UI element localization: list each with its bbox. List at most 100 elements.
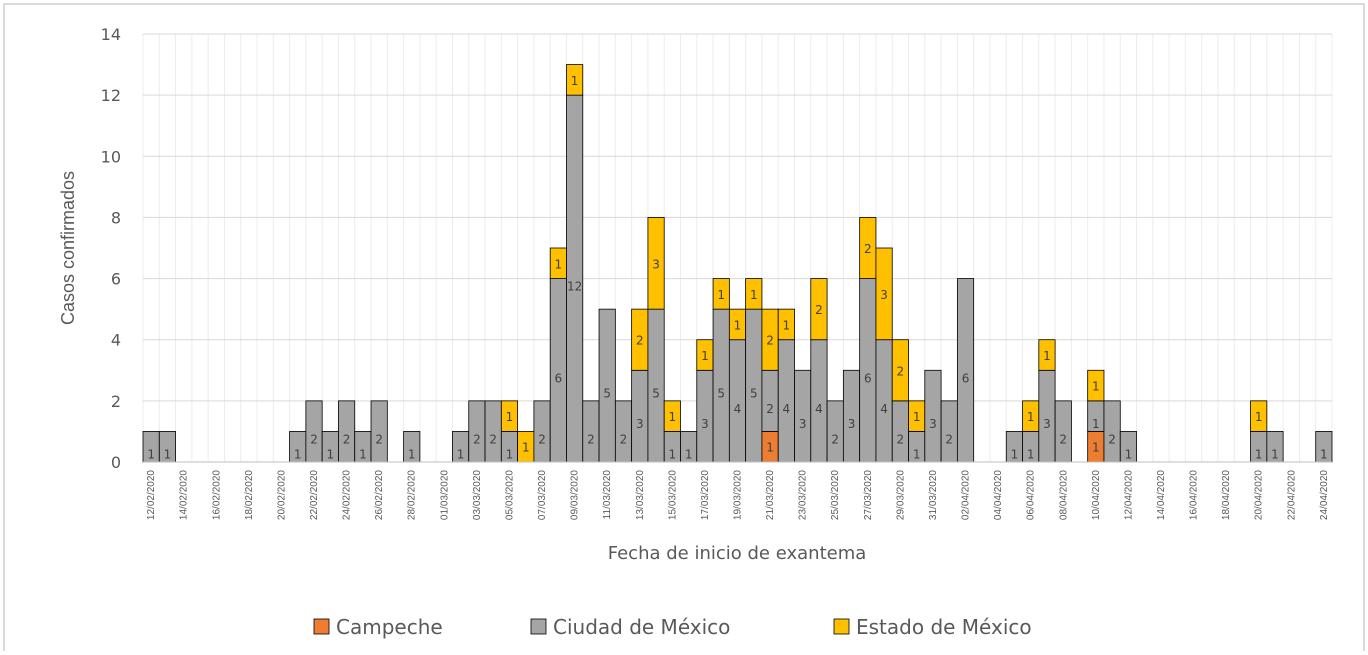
- bar-segment: [1038, 369, 1056, 463]
- data-label: 2: [897, 432, 905, 446]
- bar-segment: [940, 400, 958, 463]
- bar-segment: [924, 369, 942, 463]
- data-label: 1: [326, 448, 334, 462]
- data-label: 12: [567, 280, 582, 294]
- data-label: 1: [506, 410, 514, 424]
- data-label: 1: [408, 448, 416, 462]
- bar-segment: [810, 278, 828, 341]
- bar-segment: [484, 400, 502, 463]
- bar-segment: [696, 369, 714, 463]
- x-tick-label: 15/03/2020: [667, 470, 678, 520]
- bar-segment: [1250, 400, 1268, 432]
- data-label: 2: [587, 432, 595, 446]
- bar-segment: [598, 308, 616, 463]
- data-label: 1: [1092, 441, 1100, 455]
- x-tick-label: 14/02/2020: [179, 470, 190, 520]
- data-label: 2: [831, 432, 839, 446]
- bar-segment: [614, 400, 633, 463]
- data-label: 1: [522, 441, 530, 455]
- x-tick-label: 03/03/2020: [472, 470, 483, 520]
- data-label: 2: [766, 334, 774, 348]
- x-tick-label: 27/03/2020: [863, 470, 874, 520]
- data-label: 2: [945, 432, 953, 446]
- x-tick-label: 04/04/2020: [993, 470, 1004, 520]
- data-label: 1: [766, 441, 774, 455]
- x-tick-label: 23/03/2020: [798, 470, 809, 520]
- data-label: 1: [147, 448, 155, 462]
- x-tick-label: 22/02/2020: [309, 470, 320, 520]
- data-label: 2: [473, 432, 481, 446]
- data-label: 1: [1125, 448, 1133, 462]
- data-label: 3: [701, 417, 709, 431]
- bar-segment: [810, 339, 828, 463]
- data-label: 1: [1027, 448, 1035, 462]
- bar-segment: [566, 64, 584, 96]
- x-tick-label: 19/03/2020: [733, 470, 744, 520]
- data-label: 1: [164, 448, 172, 462]
- x-tick-label: 10/04/2020: [1091, 470, 1102, 520]
- x-tick-label: 16/04/2020: [1189, 470, 1200, 520]
- x-tick-label: 05/03/2020: [504, 470, 515, 520]
- bar-segment: [533, 400, 551, 463]
- legend-label: Ciudad de México: [553, 615, 730, 639]
- x-tick-label: 17/03/2020: [700, 470, 711, 520]
- data-label: 2: [310, 432, 318, 446]
- bar-segment: [956, 278, 975, 463]
- data-label: 2: [375, 432, 383, 446]
- data-label: 3: [636, 417, 644, 431]
- data-label: 2: [815, 303, 823, 317]
- bar-segment: [891, 400, 909, 463]
- data-label: 1: [669, 448, 677, 462]
- data-label: 2: [636, 334, 644, 348]
- bar-segment: [891, 339, 909, 402]
- bar-segment: [566, 94, 584, 463]
- x-tick-label: 26/02/2020: [374, 470, 385, 520]
- y-tick-label: 2: [111, 392, 121, 411]
- y-tick-label: 6: [111, 270, 121, 289]
- data-label: 4: [734, 402, 742, 416]
- data-label: 3: [848, 417, 856, 431]
- legend-swatch: [530, 618, 547, 635]
- bar-segment: [1054, 400, 1072, 463]
- x-tick-label: 22/04/2020: [1286, 470, 1297, 520]
- data-label: 3: [799, 417, 807, 431]
- data-label: 2: [766, 402, 774, 416]
- data-label: 1: [571, 74, 579, 88]
- bar-segment: [305, 400, 323, 463]
- data-label: 1: [1320, 448, 1328, 462]
- x-tick-label: 01/03/2020: [439, 470, 450, 520]
- bar-segment: [468, 400, 486, 463]
- x-tick-label: 24/02/2020: [342, 470, 353, 520]
- data-label: 1: [750, 288, 758, 302]
- x-tick-label: 11/03/2020: [602, 470, 613, 520]
- data-label: 1: [555, 257, 563, 271]
- bar-segment: [1103, 400, 1121, 463]
- data-label: 3: [880, 288, 888, 302]
- data-label: 4: [815, 402, 823, 416]
- legend-swatch: [833, 618, 850, 635]
- bar-segment: [728, 339, 747, 463]
- bar-segment: [631, 369, 649, 463]
- bar-segment: [1087, 369, 1105, 402]
- data-label: 1: [294, 448, 302, 462]
- data-label: 2: [343, 432, 351, 446]
- y-tick-label: 0: [111, 453, 121, 472]
- bar-segment: [875, 339, 893, 463]
- bar-segment: [712, 278, 730, 310]
- data-label: 1: [783, 318, 791, 332]
- x-tick-label: 08/04/2020: [1058, 470, 1069, 520]
- data-label: 2: [897, 364, 905, 378]
- bar-segment: [745, 308, 763, 463]
- data-label: 5: [717, 387, 725, 401]
- data-label: 2: [620, 432, 628, 446]
- x-tick-label: 12/04/2020: [1123, 470, 1134, 520]
- x-tick-label: 20/04/2020: [1254, 470, 1265, 520]
- data-label: 1: [359, 448, 367, 462]
- x-tick-label: 21/03/2020: [765, 470, 776, 520]
- data-label: 1: [685, 448, 693, 462]
- bar-segment: [777, 308, 795, 341]
- x-tick-label: 16/02/2020: [211, 470, 222, 520]
- bar-segment: [875, 247, 893, 341]
- data-label: 6: [962, 371, 970, 385]
- bar-segment: [842, 369, 861, 463]
